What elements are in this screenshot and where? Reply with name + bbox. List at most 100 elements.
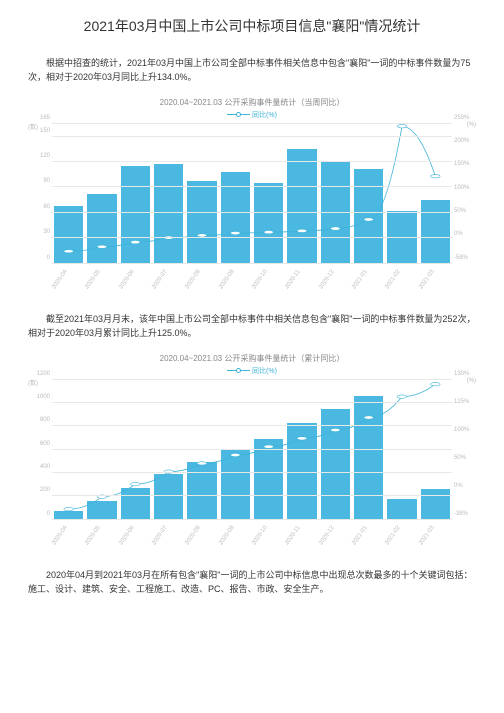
y-left-tick: 165: [30, 115, 50, 121]
paragraph-2: 截至2021年03月月末，该年中国上市公司全部中标事件中相关信息包含"襄阳"一词…: [0, 304, 504, 349]
bar: [421, 489, 450, 519]
x-tick: 2020-04: [48, 520, 83, 559]
grid-line: [52, 136, 452, 137]
chart-1-area: (数) (%) 0306090120150165-58%0%50%100%150…: [28, 124, 476, 284]
y-right-tick: 125%: [454, 399, 478, 405]
y-right-tick: -38%: [454, 511, 478, 517]
y-right-tick: 150%: [454, 161, 478, 167]
chart-2-title: 2020.04~2021.03 公开采购事件量统计（累计同比）: [28, 353, 476, 364]
y-right-tick: -58%: [454, 255, 478, 261]
grid-line: [52, 161, 452, 162]
y-left-tick: 0: [30, 255, 50, 261]
x-tick: 2021-01: [348, 264, 383, 303]
bar: [154, 474, 183, 520]
bar: [187, 181, 216, 264]
y-left-tick: 150: [30, 128, 50, 134]
grid-line: [52, 263, 452, 264]
chart-1-xlabels: 2020-042020-052020-062020-072020-082020-…: [52, 266, 452, 286]
bar: [387, 499, 416, 520]
x-tick: 2020-11: [281, 520, 316, 559]
grid-line: [52, 449, 452, 450]
x-tick: 2021-02: [381, 520, 416, 559]
chart-2-left-unit: (数): [28, 378, 38, 387]
grid-line: [52, 123, 452, 124]
bar: [354, 396, 383, 520]
chart-2: 2020.04~2021.03 公开采购事件量统计（累计同比） 同比(%) (数…: [28, 353, 476, 540]
grid-line: [52, 379, 452, 380]
bar: [54, 206, 83, 264]
y-right-tick: 200%: [454, 138, 478, 144]
x-tick: 2020-06: [115, 520, 150, 559]
chart-2-xlabels: 2020-042020-052020-062020-072020-082020-…: [52, 522, 452, 542]
y-left-tick: 90: [30, 178, 50, 184]
y-left-tick: 200: [30, 487, 50, 493]
y-right-tick: 130%: [454, 371, 478, 377]
grid-line: [52, 186, 452, 187]
grid-line: [52, 402, 452, 403]
x-tick: 2020-07: [148, 520, 183, 559]
chart-2-bars: [52, 380, 452, 520]
chart-2-right-unit: (%): [467, 378, 476, 384]
x-tick: 2020-12: [315, 520, 350, 559]
y-right-tick: 50%: [454, 455, 478, 461]
y-right-tick: 0%: [454, 231, 478, 237]
bar: [287, 149, 316, 264]
y-left-tick: 30: [30, 229, 50, 235]
chart-1-legend: 同比(%): [28, 110, 476, 120]
chart-1-legend-label: 同比(%): [252, 112, 277, 119]
chart-2-area: (数) (%) 020040060080010001200-38%0%50%10…: [28, 380, 476, 540]
paragraph-1: 根据中招查的统计，2021年03月中国上市公司全部中标事件相关信息中包含"襄阳"…: [0, 48, 504, 93]
y-left-tick: 1200: [30, 371, 50, 377]
x-tick: 2021-03: [415, 520, 450, 559]
y-right-tick: 0%: [454, 483, 478, 489]
x-tick: 2020-05: [81, 264, 116, 303]
y-right-tick: 100%: [454, 427, 478, 433]
x-tick: 2021-01: [348, 520, 383, 559]
y-left-tick: 1000: [30, 394, 50, 400]
chart-1: 2020.04~2021.03 公开采购事件量统计（当周同比） 同比(%) (数…: [28, 97, 476, 284]
legend-line-icon: [227, 111, 250, 118]
bar: [154, 164, 183, 264]
y-left-tick: 60: [30, 204, 50, 210]
chart-1-bars: [52, 124, 452, 264]
y-left-tick: 800: [30, 417, 50, 423]
chart-2-plot: 020040060080010001200-38%0%50%100%125%13…: [52, 380, 452, 520]
grid-line: [52, 237, 452, 238]
bar: [254, 183, 283, 264]
paragraph-3: 2020年04月到2021年03月在所有包含"襄阳"一词的上市公司中标信息中出现…: [0, 560, 504, 605]
bar: [121, 166, 150, 264]
x-tick: 2021-02: [381, 264, 416, 303]
chart-2-legend-label: 同比(%): [252, 368, 277, 375]
bar: [221, 450, 250, 520]
y-right-tick: 50%: [454, 208, 478, 214]
y-left-tick: 400: [30, 464, 50, 470]
grid-line: [52, 495, 452, 496]
chart-1-title: 2020.04~2021.03 公开采购事件量统计（当周同比）: [28, 97, 476, 108]
y-left-tick: 600: [30, 441, 50, 447]
x-tick: 2020-11: [281, 264, 316, 303]
bar: [87, 501, 116, 520]
chart-2-legend: 同比(%): [28, 366, 476, 376]
x-tick: 2020-09: [215, 264, 250, 303]
grid-line: [52, 212, 452, 213]
x-tick: 2020-10: [248, 520, 283, 559]
y-left-tick: 0: [30, 511, 50, 517]
bar: [121, 488, 150, 520]
x-tick: 2020-10: [248, 264, 283, 303]
chart-1-plot: 0306090120150165-58%0%50%100%150%200%250…: [52, 124, 452, 264]
y-left-tick: 120: [30, 153, 50, 159]
bar: [421, 200, 450, 264]
bar: [354, 169, 383, 264]
grid-line: [52, 472, 452, 473]
x-tick: 2020-09: [215, 520, 250, 559]
x-tick: 2020-12: [315, 264, 350, 303]
y-right-tick: 250%: [454, 115, 478, 121]
x-tick: 2020-08: [181, 520, 216, 559]
grid-line: [52, 519, 452, 520]
page-title: 2021年03月中国上市公司中标项目信息"襄阳"情况统计: [0, 0, 504, 48]
x-tick: 2020-05: [81, 520, 116, 559]
y-right-tick: 100%: [454, 185, 478, 191]
grid-line: [52, 425, 452, 426]
x-tick: 2020-08: [181, 264, 216, 303]
x-tick: 2020-06: [115, 264, 150, 303]
